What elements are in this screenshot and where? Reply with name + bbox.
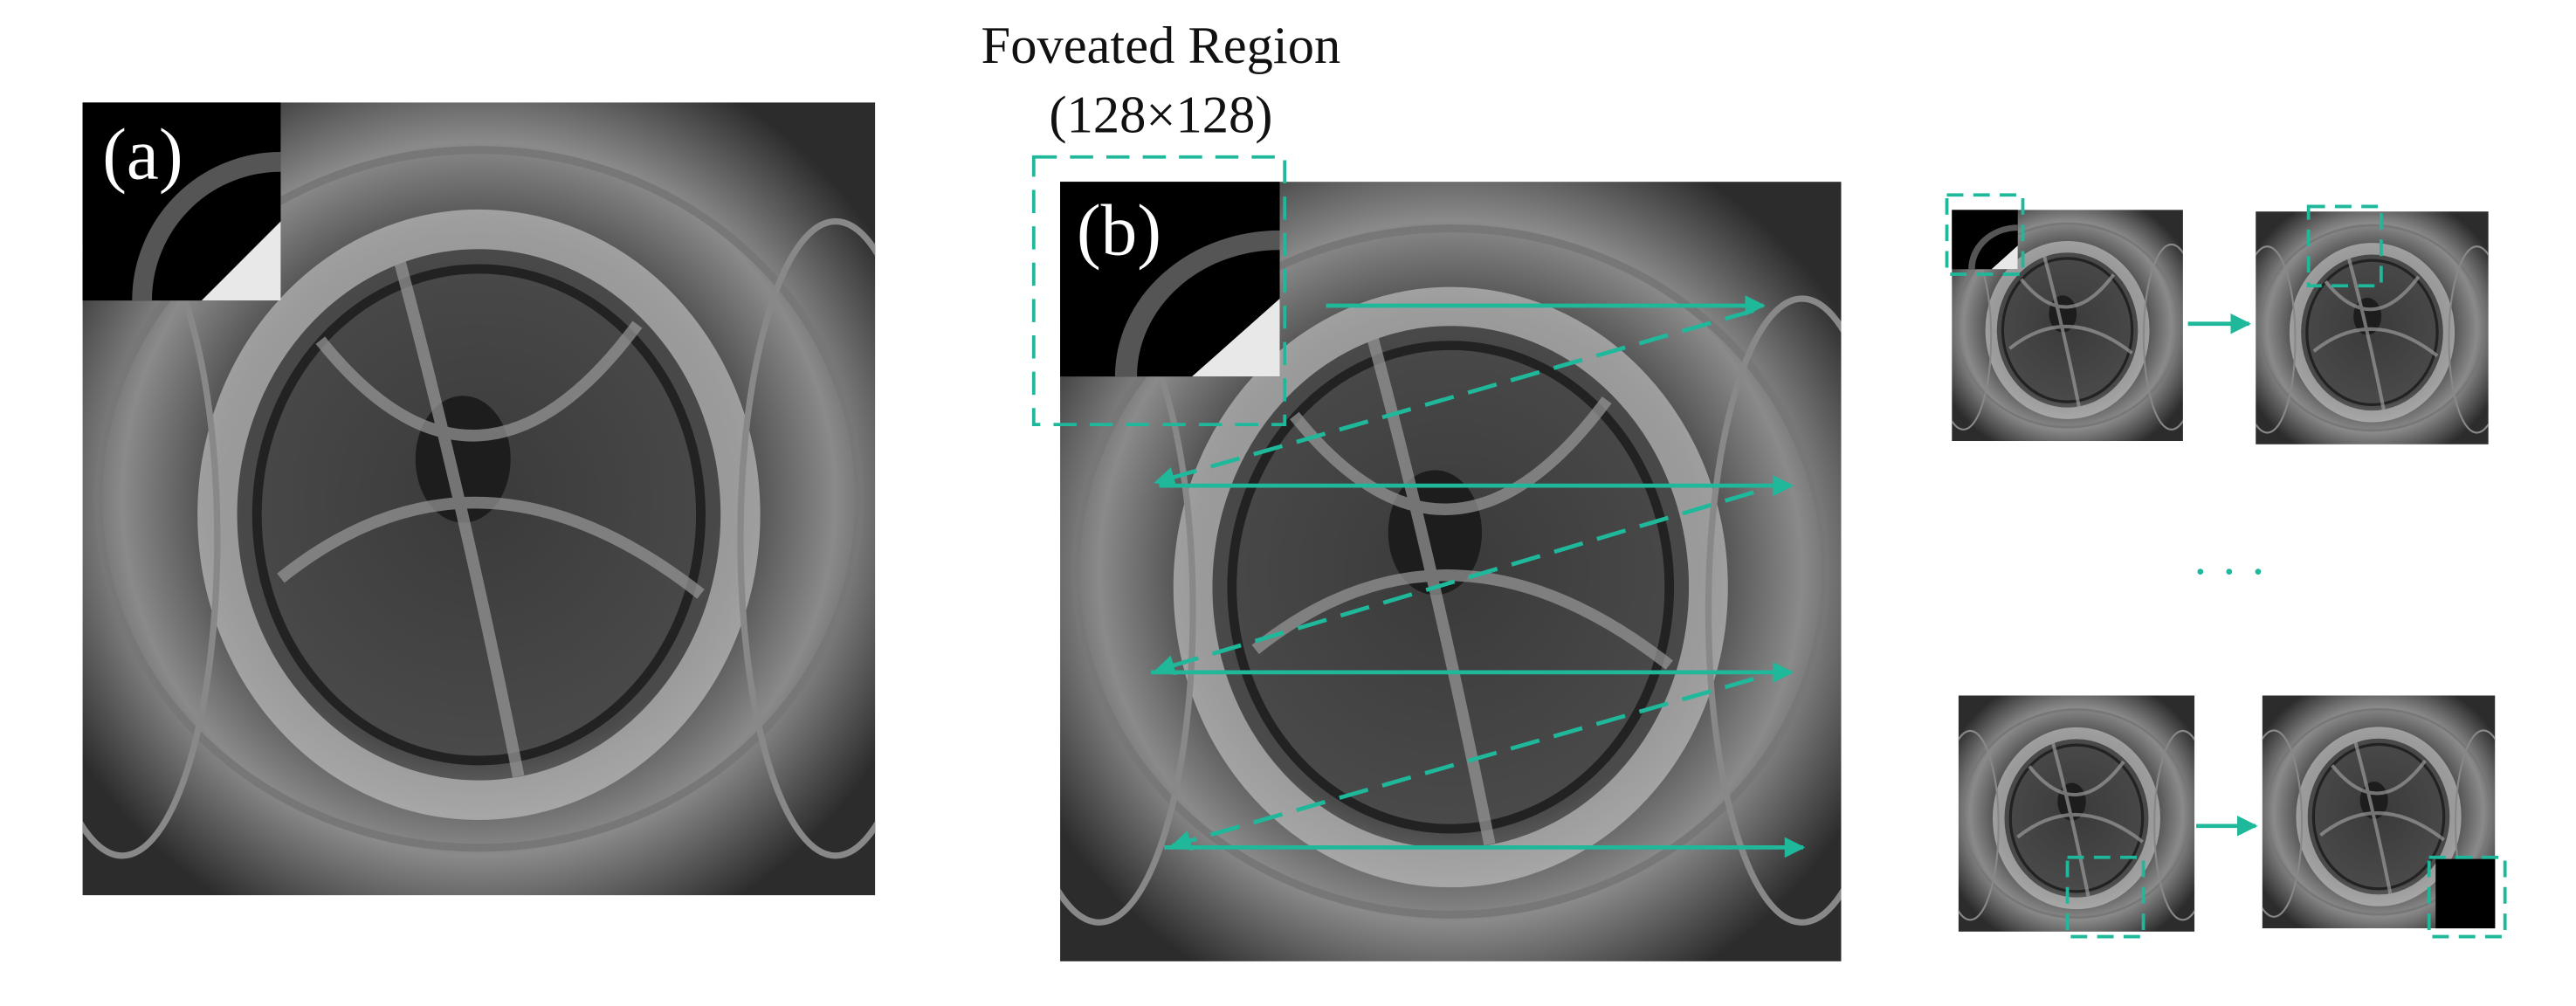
panel-label: (b) (1077, 189, 1161, 270)
ellipsis: · · · (2192, 544, 2266, 599)
panel-b: (b) (1031, 155, 1896, 961)
thumbnails: · · · (1945, 193, 2507, 939)
scan-path (1151, 295, 1806, 858)
panel-a: (a) (27, 102, 931, 895)
caption-size: (128×128) (1049, 86, 1272, 144)
foveated-box (1031, 155, 1287, 427)
caption-title: Foveated Region (981, 17, 1341, 75)
panel-label: (a) (102, 114, 183, 194)
